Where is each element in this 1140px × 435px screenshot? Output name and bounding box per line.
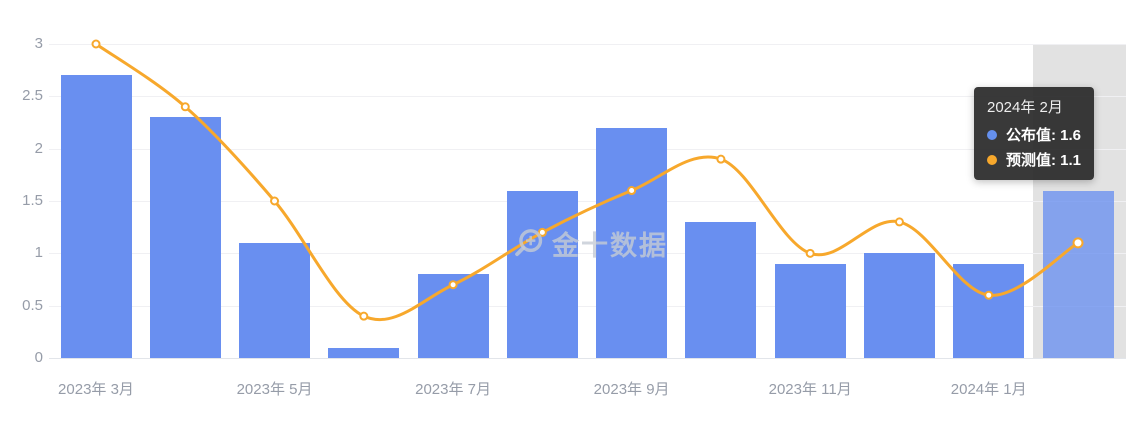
series-color-dot bbox=[987, 129, 997, 140]
bar-2023年 6月[interactable] bbox=[328, 347, 400, 358]
tooltip-row-公布值: 公布值: 1.6 bbox=[987, 124, 1081, 145]
bar-2023年 10月[interactable] bbox=[685, 221, 757, 358]
gridline bbox=[49, 201, 1126, 202]
forecast-line-path bbox=[94, 42, 1080, 322]
x-axis-tick-label: 2024年 1月 bbox=[950, 381, 1027, 398]
bar-2023年 8月[interactable] bbox=[506, 190, 578, 358]
tooltip: 2024年 2月 公布值: 1.6 预测值: 1.1 bbox=[974, 87, 1095, 180]
gridline bbox=[49, 253, 1126, 255]
y-axis-tick-label: 0.5 bbox=[22, 296, 43, 314]
gridline bbox=[49, 44, 1126, 45]
y-axis-tick-label: 2 bbox=[34, 139, 43, 157]
tooltip-row-text: 预测值: 1.1 bbox=[1006, 152, 1082, 169]
x-axis-tick-label: 2023年 11月 bbox=[768, 381, 852, 398]
gridline bbox=[49, 305, 1126, 307]
x-axis-tick-label: 2023年 5月 bbox=[236, 381, 313, 398]
line-point-2023年 4月[interactable] bbox=[180, 102, 190, 112]
tooltip-rows: 公布值: 1.6 预测值: 1.1 bbox=[987, 124, 1081, 170]
line-point-2023年 7月[interactable] bbox=[448, 280, 458, 290]
bar-2023年 3月[interactable] bbox=[60, 75, 132, 358]
line-point-2023年 9月[interactable] bbox=[627, 186, 637, 196]
x-axis-tick-label: 2023年 9月 bbox=[593, 381, 670, 398]
tooltip-row-预测值: 预测值: 1.1 bbox=[987, 149, 1081, 170]
line-point-2023年 11月[interactable] bbox=[805, 248, 815, 258]
y-axis-tick-label: 0 bbox=[34, 349, 43, 366]
line-point-2023年 3月[interactable] bbox=[91, 39, 101, 49]
bar-2023年 4月[interactable] bbox=[149, 117, 221, 358]
y-axis-tick-label: 1.5 bbox=[22, 192, 43, 209]
line-point-2023年 6月[interactable] bbox=[359, 311, 369, 321]
tooltip-title: 2024年 2月 bbox=[987, 99, 1063, 116]
y-axis-tick-label: 3 bbox=[34, 35, 43, 52]
bar-2023年 9月[interactable] bbox=[596, 127, 668, 358]
series-color-dot bbox=[987, 154, 997, 165]
gridline bbox=[49, 148, 1126, 150]
line-point-2023年 10月[interactable] bbox=[716, 154, 726, 164]
tooltip-row-text: 公布值: 1.6 bbox=[1006, 127, 1082, 144]
x-axis-line bbox=[49, 358, 1126, 359]
gridline bbox=[49, 96, 1126, 98]
line-point-2024年 1月[interactable] bbox=[984, 290, 994, 300]
y-axis-tick-label: 2.5 bbox=[22, 87, 43, 105]
line-point-2023年 5月[interactable] bbox=[270, 196, 280, 206]
bar-2024年 1月[interactable] bbox=[953, 263, 1025, 358]
bar-2023年 5月[interactable] bbox=[239, 242, 311, 358]
x-axis-tick-label: 2023年 7月 bbox=[415, 381, 492, 398]
bar-2023年 11月[interactable] bbox=[774, 263, 846, 358]
line-point-2023年 12月[interactable] bbox=[894, 217, 904, 227]
x-axis-tick-label: 2023年 3月 bbox=[58, 381, 134, 398]
bar-2024年 2月[interactable] bbox=[1042, 190, 1114, 358]
bar-2023年 12月[interactable] bbox=[863, 253, 935, 358]
line-point-2024年 2月[interactable] bbox=[1072, 237, 1084, 249]
line-point-2023年 8月[interactable] bbox=[537, 227, 547, 237]
y-axis-tick-label: 1 bbox=[34, 244, 43, 262]
